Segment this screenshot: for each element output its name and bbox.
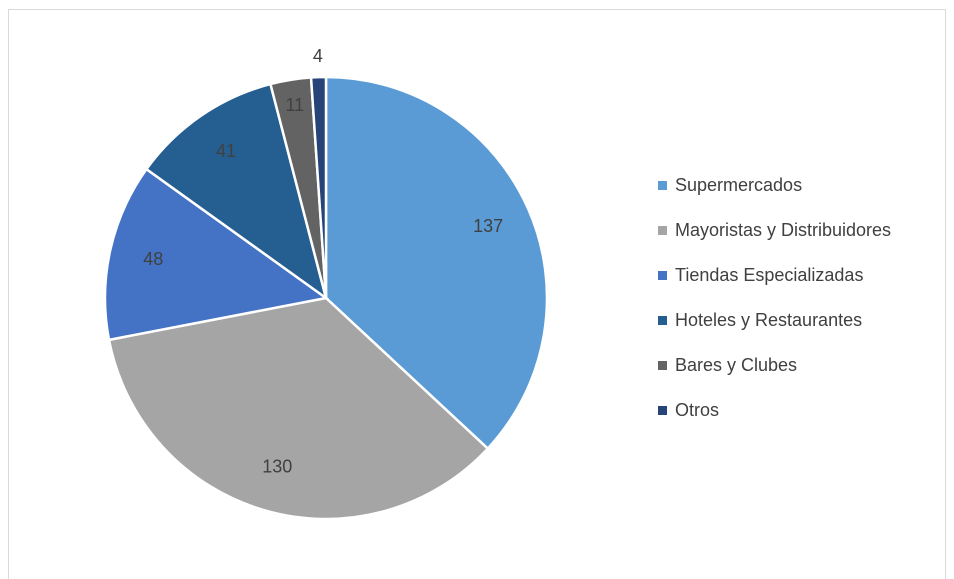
legend-swatch [658,181,667,190]
legend-label: Mayoristas y Distribuidores [675,220,891,240]
pie-slice [103,167,330,342]
legend-swatch [658,361,667,370]
pie-slice [144,82,329,302]
pie-slice [309,75,328,299]
legend-swatch [658,226,667,235]
data-label: 11 [286,95,305,115]
legend-label: Otros [675,400,719,420]
data-label: 137 [473,216,503,236]
legend-label: Supermercados [675,175,802,195]
data-label: 4 [313,46,323,66]
legend-swatch [658,271,667,280]
pie-slice [324,75,549,451]
legend-swatch [658,406,667,415]
data-label: 48 [143,249,163,269]
legend-label: Bares y Clubes [675,355,797,375]
legend-label: Hoteles y Restaurantes [675,310,862,330]
pie-slice [107,296,490,521]
data-label: 41 [216,141,236,161]
legend-label: Tiendas Especializadas [675,265,863,285]
legend-swatch [658,316,667,325]
data-label: 130 [262,457,292,477]
